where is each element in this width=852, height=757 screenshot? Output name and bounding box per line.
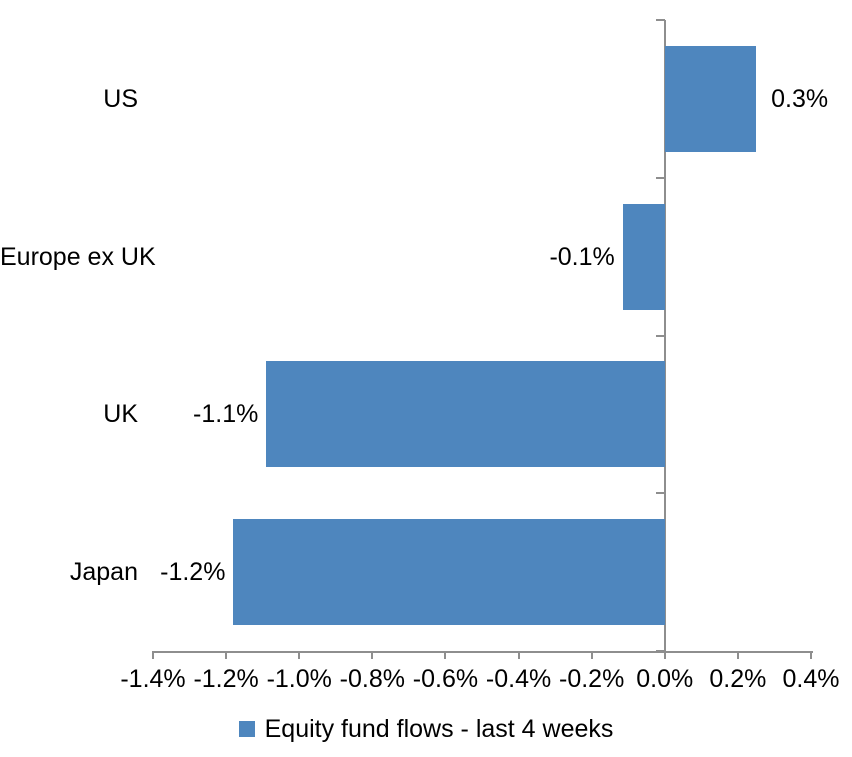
legend-label: Equity fund flows - last 4 weeks bbox=[264, 715, 614, 743]
bar-europe-ex-uk bbox=[622, 203, 665, 310]
x-axis-tick bbox=[736, 651, 739, 659]
bar-us bbox=[664, 45, 757, 152]
x-axis-tick bbox=[590, 651, 593, 659]
x-axis-tick bbox=[298, 651, 301, 659]
x-axis-tick bbox=[152, 651, 154, 659]
data-label: -0.1% bbox=[549, 242, 615, 271]
y-axis-tick bbox=[655, 650, 665, 652]
data-label: -1.1% bbox=[193, 400, 259, 429]
y-axis-line bbox=[663, 20, 666, 653]
data-label: -1.2% bbox=[160, 558, 226, 587]
bar-japan bbox=[233, 519, 665, 626]
category-label: US bbox=[103, 84, 138, 113]
y-axis-tick bbox=[655, 176, 665, 179]
data-label: 0.3% bbox=[771, 84, 829, 113]
x-axis-tick-label: -0.2% bbox=[559, 665, 625, 693]
x-axis-line bbox=[153, 651, 813, 653]
category-label: UK bbox=[103, 400, 138, 429]
x-axis-tick-label: -1.4% bbox=[120, 665, 186, 693]
x-axis-tick bbox=[371, 651, 374, 659]
x-axis-tick bbox=[810, 651, 812, 659]
x-axis-tick-label: -1.2% bbox=[193, 665, 259, 693]
x-axis-tick bbox=[517, 651, 520, 659]
x-axis-tick-label: -0.8% bbox=[339, 665, 405, 693]
x-axis-tick-label: -0.4% bbox=[485, 665, 552, 693]
bar-uk bbox=[266, 361, 665, 468]
y-axis-tick bbox=[655, 334, 665, 337]
x-axis-tick-label: 0.4% bbox=[782, 665, 840, 693]
x-axis-tick-label: 0.0% bbox=[636, 665, 694, 693]
x-axis-tick bbox=[663, 651, 666, 659]
x-axis-tick bbox=[225, 651, 228, 659]
x-axis-tick-label: -1.0% bbox=[266, 665, 332, 693]
category-label: Europe ex UK bbox=[0, 242, 156, 271]
y-axis-tick bbox=[655, 19, 665, 21]
chart-legend: Equity fund flows - last 4 weeks bbox=[0, 714, 852, 744]
y-axis-tick bbox=[655, 492, 665, 495]
x-axis-tick bbox=[444, 651, 447, 659]
x-axis-tick-label: 0.2% bbox=[709, 665, 767, 693]
legend-color-swatch bbox=[238, 721, 255, 737]
category-label: Japan bbox=[69, 558, 138, 587]
x-axis-tick-label: -0.6% bbox=[412, 665, 479, 693]
